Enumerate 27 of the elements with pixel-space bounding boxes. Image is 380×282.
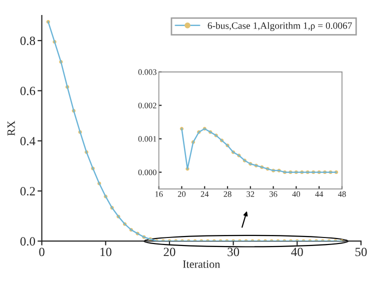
y-tick-label: 0.4	[20, 136, 36, 146]
x-tick-label: 32	[246, 191, 254, 197]
x-tick-label: 16	[155, 191, 163, 197]
y-tick-label: 0.0	[20, 237, 36, 246]
y-tick-label: 0.002	[138, 102, 156, 108]
x-tick-label: 40	[292, 191, 300, 197]
y-tick-label: 0.8	[20, 36, 36, 46]
y-tick-label: 0.2	[20, 187, 35, 196]
x-tick-label: 10	[100, 248, 112, 256]
x-tick-label: 50	[355, 248, 367, 256]
x-tick-label: 20	[164, 248, 176, 256]
x-tick-label: 28	[224, 191, 232, 197]
x-tick-label: 0	[39, 248, 44, 256]
x-tick-label: 24	[200, 191, 209, 197]
y-tick-label: 0.003	[138, 69, 156, 75]
x-tick-label: 36	[270, 191, 278, 197]
y-tick-label: 0.6	[20, 86, 36, 96]
x-tick-label: 20	[178, 191, 186, 197]
y-tick-label: 0.000	[138, 170, 156, 176]
y-tick-label: 0.001	[138, 136, 156, 142]
x-tick-label: 40	[291, 248, 303, 256]
legend-label: 6-bus,Case 1,Algorithm 1,ρ = 0.0067	[208, 22, 352, 31]
x-tick-label: 30	[228, 248, 240, 256]
x-tick-label: 48	[338, 191, 346, 197]
x-tick-label: 44	[315, 191, 324, 197]
x-axis-title: Iteration	[182, 260, 220, 268]
y-axis-title: RX	[8, 120, 15, 136]
